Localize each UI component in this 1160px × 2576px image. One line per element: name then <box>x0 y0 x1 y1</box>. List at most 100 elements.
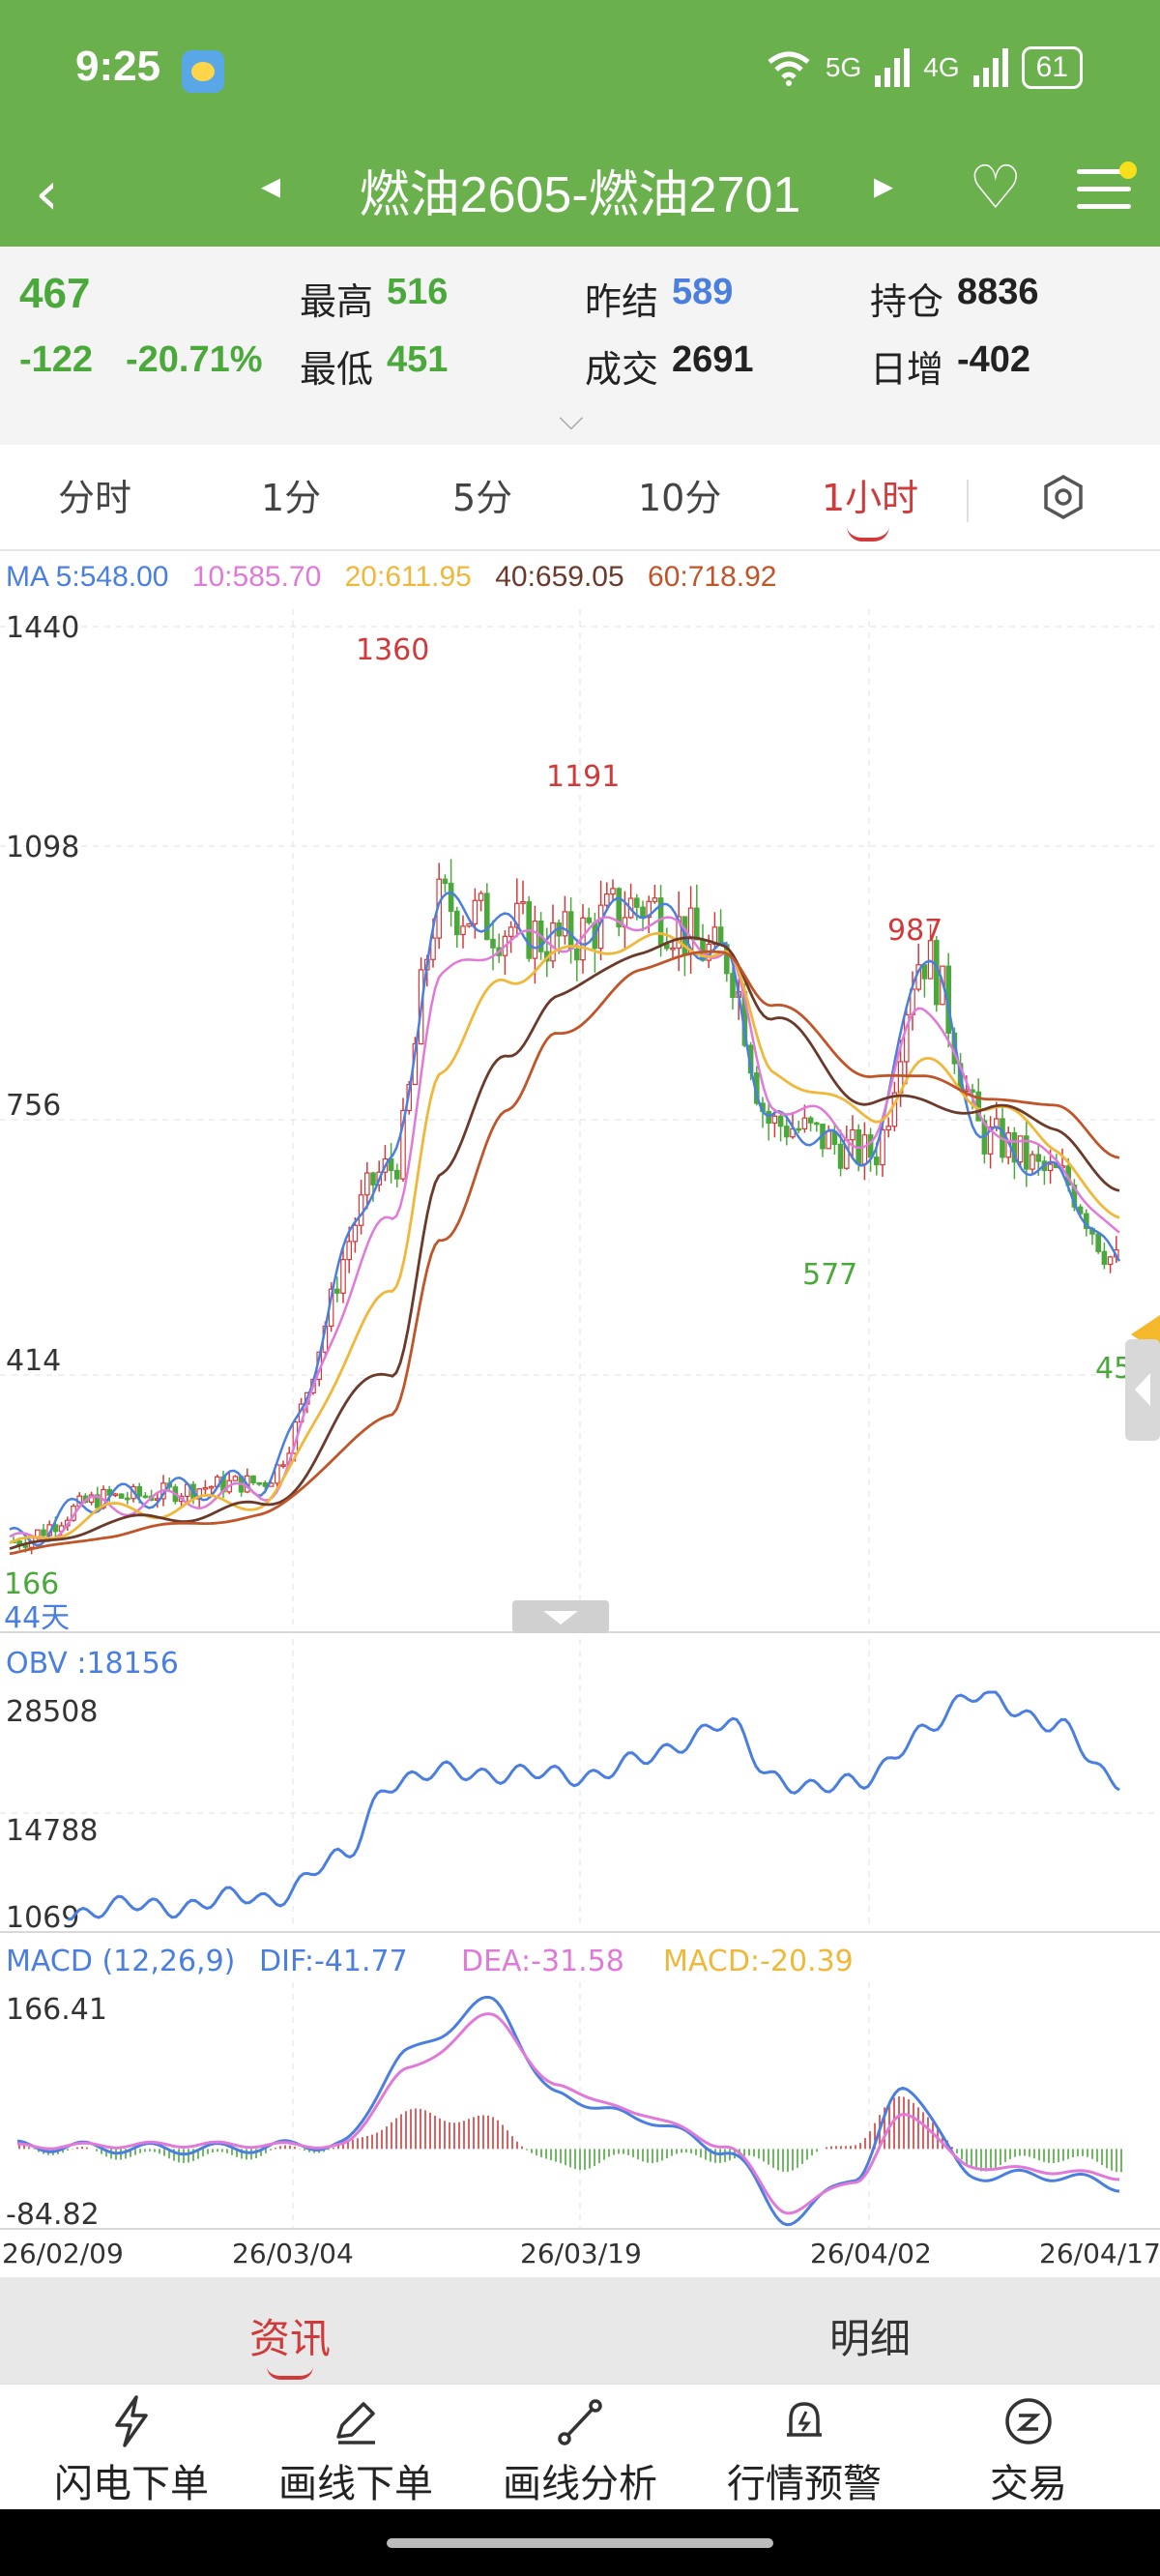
obv-label: OBV :18156 <box>6 1647 179 1681</box>
contract-title[interactable]: 燃油2605-燃油2701 <box>359 167 801 223</box>
candle-body <box>490 938 496 949</box>
candle-body <box>1011 1132 1018 1163</box>
candle-body <box>586 917 593 923</box>
candle-body <box>1095 1233 1102 1252</box>
high-mark-987: 987 <box>887 914 942 948</box>
tab-1min[interactable]: 1分 <box>261 477 322 519</box>
draw-order-button[interactable]: 画线下单 <box>244 2385 468 2510</box>
status-indicators: 5G 4G 61 <box>766 46 1083 89</box>
ma60-legend: 60:718.92 <box>648 561 777 593</box>
candle-body <box>118 1493 125 1499</box>
active-tab-indicator <box>847 526 889 542</box>
volume-label: 成交 <box>585 350 659 391</box>
battery-icon: 61 <box>1021 46 1083 89</box>
ma-line-2 <box>9 916 1120 1542</box>
candle-body <box>400 1109 406 1180</box>
candle-body <box>466 922 473 927</box>
flash-order-button[interactable]: 闪电下单 <box>19 2385 244 2510</box>
candle-body <box>885 1126 892 1131</box>
candle-body <box>280 1464 286 1467</box>
tab-10min[interactable]: 10分 <box>638 477 722 519</box>
candle-body <box>640 906 646 919</box>
side-panel-arrow-icon <box>1135 1373 1150 1406</box>
line-draw-icon <box>558 2399 602 2445</box>
bell-alert-icon <box>787 2402 822 2437</box>
tab-divider <box>967 480 969 522</box>
candle-body <box>562 911 568 937</box>
low-mark-577: 577 <box>802 1258 857 1292</box>
signal-icon-2 <box>972 48 1008 87</box>
tab-details[interactable]: 明细 <box>828 2315 911 2362</box>
candle-body <box>813 1122 820 1126</box>
settings-hex-icon[interactable] <box>1040 474 1087 520</box>
tab-timeshare[interactable]: 分时 <box>58 477 132 519</box>
candle-body <box>142 1495 149 1499</box>
news-tab-indicator <box>267 2366 313 2380</box>
lightning-icon <box>115 2395 148 2447</box>
trade-icon <box>1005 2398 1052 2444</box>
next-contract-icon[interactable]: ▸ <box>874 163 894 208</box>
tab-news[interactable]: 资讯 <box>248 2315 331 2362</box>
info-tabs: 资讯 明细 <box>0 2277 1160 2384</box>
candle-body <box>460 925 466 936</box>
candle-body <box>1047 1163 1054 1172</box>
candle-body <box>112 1493 119 1497</box>
candle-body <box>1035 1154 1042 1162</box>
back-arrow-icon[interactable]: ‹ <box>35 158 59 228</box>
candle-body <box>903 1013 910 1063</box>
candle-body <box>136 1485 143 1497</box>
network-5g-label: 5G <box>825 52 862 82</box>
candle-body <box>41 1529 46 1537</box>
trade-button[interactable]: 交易 <box>916 2385 1141 2510</box>
candle-body <box>567 911 574 951</box>
tab-5min[interactable]: 5分 <box>452 477 513 519</box>
candle-body <box>202 1486 209 1490</box>
trade-label: 交易 <box>990 2462 1067 2506</box>
candle-body <box>850 1128 856 1141</box>
price-alert-button[interactable]: 行情预警 <box>692 2385 916 2510</box>
prev-settle-label: 昨结 <box>585 282 659 323</box>
candlesticks <box>11 859 1119 1555</box>
candle-body <box>633 897 640 908</box>
candle-body <box>766 1110 772 1125</box>
home-indicator[interactable] <box>387 2538 773 2548</box>
ma10-legend: 10:585.70 <box>191 561 322 593</box>
main-y-tick: 414 <box>6 1344 61 1378</box>
macd-dif-label: DIF:-41.77 <box>259 1945 408 1978</box>
high-mark-1191: 1191 <box>546 760 620 794</box>
candle-body <box>801 1117 808 1130</box>
ma40-legend: 40:659.05 <box>495 561 624 593</box>
nav-bar: ‹ ◂ 燃油2605-燃油2701 ▸ ♡ <box>0 140 1160 247</box>
candle-body <box>520 900 526 904</box>
macd-dea-label: DEA:-31.58 <box>461 1945 624 1978</box>
prev-contract-icon[interactable]: ◂ <box>261 163 281 208</box>
high-mark-1360: 1360 <box>356 633 429 667</box>
candle-body <box>717 926 724 946</box>
bottom-toolbar: 闪电下单 画线下单 画线分析 行情预警 交易 <box>0 2384 1160 2509</box>
low-value: 451 <box>387 339 449 380</box>
draw-analysis-button[interactable]: 画线分析 <box>468 2385 692 2510</box>
low-mark-166: 166 <box>4 1567 59 1601</box>
candle-body <box>448 882 454 912</box>
candle-body <box>364 1172 370 1196</box>
tab-1hour[interactable]: 1小时 <box>822 477 919 519</box>
expand-chevron-icon[interactable]: ⌵ <box>559 399 584 438</box>
candle-body <box>652 897 658 902</box>
collapse-arrow-icon <box>543 1611 578 1625</box>
obv-line <box>67 1690 1120 1921</box>
ma-legend: MA 5:548.00 10:585.70 20:611.95 40:659.0… <box>6 561 793 594</box>
price-change: -122 <box>19 339 94 380</box>
kline-chart-area[interactable]: 1440 1098 756 414 1360 1191 987 577 452 … <box>0 551 1160 2277</box>
menu-icon[interactable] <box>1077 161 1137 223</box>
candle-body <box>993 1118 1000 1128</box>
x-date-label: 26/02/09 <box>2 2238 124 2269</box>
high-label: 最高 <box>300 282 374 323</box>
main-y-tick: 1440 <box>6 611 79 645</box>
candle-body <box>208 1485 215 1489</box>
ma-lines <box>9 891 1121 1556</box>
favorite-heart-icon[interactable]: ♡ <box>969 152 1023 222</box>
obv-y-tick: 28508 <box>6 1695 98 1729</box>
candle-body <box>1017 1135 1024 1163</box>
ma20-legend: 20:611.95 <box>344 561 472 593</box>
candle-body <box>670 947 676 951</box>
